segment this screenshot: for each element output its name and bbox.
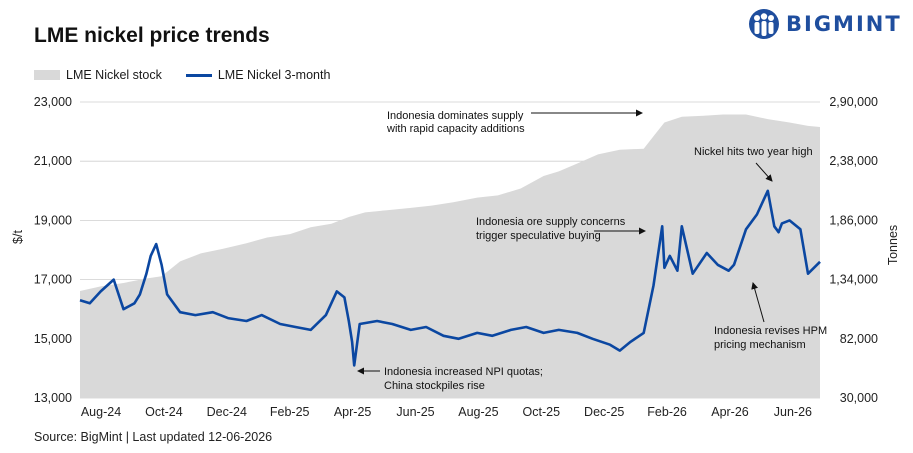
chart-title: LME nickel price trends [34,24,270,47]
right-tick-label: 2,90,000 [829,95,878,109]
x-tick-label: Dec-24 [207,405,247,419]
right-tick-label: 30,000 [840,391,878,405]
chart-legend: LME Nickel stock LME Nickel 3-month [34,68,354,82]
x-tick-label: Jun-26 [774,405,812,419]
annotation-line: pricing mechanism [714,339,806,351]
left-axis-ticks: 13,000 15,000 17,000 19,000 21,000 23,000 [34,95,72,405]
annotation-twoyear: Nickel hits two year high [694,146,813,182]
right-tick-label: 1,34,000 [829,273,878,287]
x-tick-label: Oct-24 [145,405,183,419]
x-tick-label: Feb-26 [647,405,687,419]
legend-item-stock: LME Nickel stock [34,68,162,82]
x-tick-label: Apr-25 [334,405,372,419]
left-tick-label: 23,000 [34,95,72,109]
annotation-line: with rapid capacity additions [386,123,525,135]
annotation-line: Indonesia revises HPM [714,325,827,337]
annotation-ore: Indonesia ore supply concerns trigger sp… [476,216,646,242]
stock-area-layer [80,114,820,398]
legend-label: LME Nickel 3-month [217,68,331,82]
right-tick-label: 1,86,000 [829,213,878,227]
annotations: Indonesia dominates supply with rapid ca… [357,109,827,392]
annotation-supply: Indonesia dominates supply with rapid ca… [386,109,643,135]
x-axis-ticks: Aug-24 Oct-24 Dec-24 Feb-25 Apr-25 Jun-25 Aug-… [81,405,812,419]
price-line [79,189,821,367]
right-axis-title: Tonnes [886,225,900,265]
left-tick-label: 15,000 [34,332,72,346]
left-axis-title: $/t [11,230,25,244]
left-tick-label: 19,000 [34,213,72,227]
legend-item-price: LME Nickel 3-month [185,68,331,82]
right-tick-label: 2,38,000 [829,154,878,168]
annotation-arrow [751,282,765,323]
x-tick-label: Oct-25 [523,405,561,419]
annotation-hpm: Indonesia revises HPM pricing mechanism [714,282,827,351]
legend-swatch-line [185,73,212,77]
left-tick-label: 17,000 [34,273,72,287]
annotation-npi: Indonesia increased NPI quotas; China st… [357,366,543,392]
annotation-line: Nickel hits two year high [694,146,813,158]
x-tick-label: Apr-26 [711,405,749,419]
x-tick-label: Jun-25 [396,405,434,419]
stock-area [80,114,820,398]
annotation-line: Indonesia ore supply concerns [476,216,626,228]
annotation-line: trigger speculative buying [476,230,601,242]
right-tick-label: 82,000 [840,332,878,346]
price-line-layer [79,189,821,367]
legend-swatch-area [34,70,60,80]
x-tick-label: Dec-25 [584,405,624,419]
x-tick-label: Feb-25 [270,405,310,419]
legend-label: LME Nickel stock [66,68,162,82]
x-tick-label: Aug-24 [81,405,121,419]
brand-name: BIGMINT [786,12,902,36]
x-tick-label: Aug-25 [458,405,498,419]
source-note: Source: BigMint | Last updated 12-06-202… [34,430,273,444]
brand-logo: BIGMINT [748,8,902,40]
annotation-line: China stockpiles rise [384,380,485,392]
annotation-line: Indonesia dominates supply [387,110,524,122]
annotation-arrow [755,162,773,182]
left-tick-label: 13,000 [34,391,72,405]
left-tick-label: 21,000 [34,154,72,168]
annotation-line: Indonesia increased NPI quotas; [384,366,543,378]
right-axis-ticks: 30,000 82,000 1,34,000 1,86,000 2,38,000 2,90… [829,95,878,405]
people-group-icon [749,9,779,39]
